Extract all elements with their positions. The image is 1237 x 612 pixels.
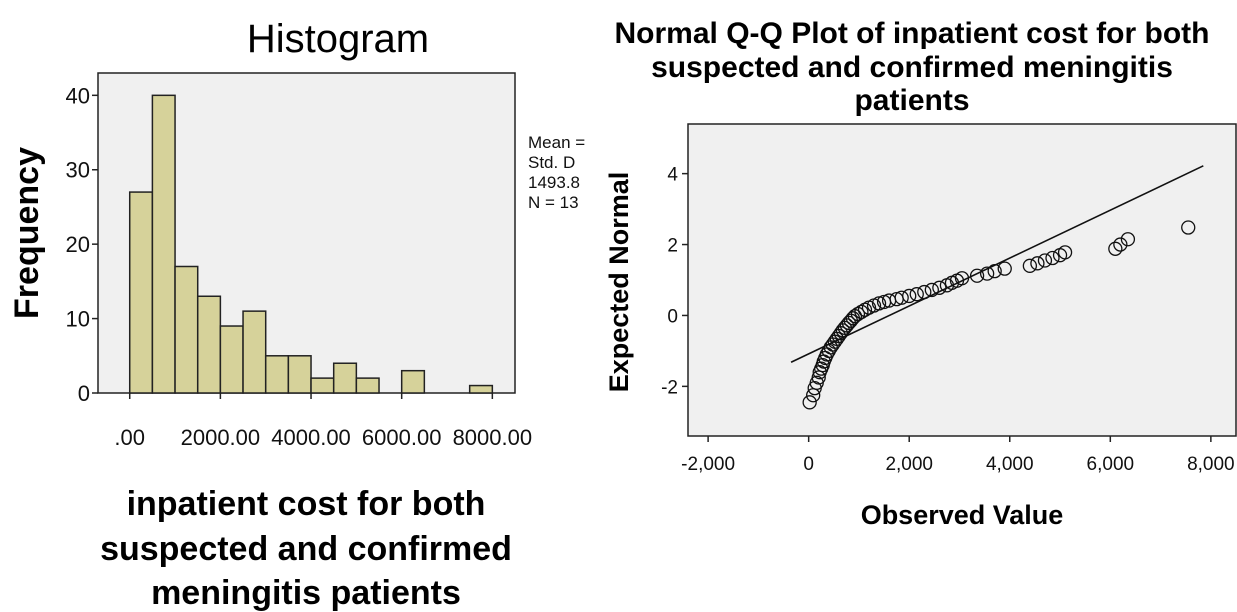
stats-clip-mask: [590, 130, 600, 220]
qq-y-tick-label: 4: [667, 165, 678, 186]
qq-x-tick-label: 0: [803, 454, 814, 475]
qq-y-tick-label: 0: [667, 306, 678, 327]
histogram-y-tick-label: 40: [66, 83, 90, 108]
histogram-bar: [332, 362, 358, 394]
qq-point: [917, 284, 932, 300]
qq-plot-chart: Normal Q-Q Plot of inpatient cost for bo…: [604, 17, 1237, 530]
histogram-bar: [128, 191, 154, 394]
qq-point: [854, 304, 869, 320]
histogram-x-axis-label-line-3: meningitis patients: [151, 574, 461, 612]
stats-std-dev: Std. D: [528, 153, 575, 172]
qq-reference-line: [790, 165, 1204, 363]
histogram-x-tick-label: .00: [114, 425, 145, 450]
stats-std-dev-value: 1493.8: [528, 173, 580, 192]
qq-point: [802, 395, 817, 410]
histogram-bar: [287, 355, 312, 394]
qq-point: [987, 263, 1002, 279]
histogram-bar: [242, 310, 267, 394]
qq-x-ticks: -2,000 0 2,000 4,000 6,000 8,000: [681, 436, 1235, 475]
histogram-bar: [219, 325, 244, 394]
qq-x-tick-label: 4,000: [986, 454, 1034, 475]
histogram-y-tick-label: 30: [66, 158, 90, 183]
qq-y-ticks: -2 0 2 4: [661, 165, 688, 398]
qq-title-line-2: suspected and confirmed meningitis: [651, 51, 1173, 84]
histogram-bar: [468, 384, 494, 394]
histogram-y-tick-label: 20: [66, 232, 90, 257]
qq-point: [902, 288, 917, 304]
histogram-x-tick-label: 2000.00: [181, 425, 261, 450]
histogram-x-tick-label: 6000.00: [362, 425, 442, 450]
stats-n: N = 13: [528, 193, 579, 212]
histogram-bar: [400, 369, 426, 394]
histogram-y-tick-label: 0: [78, 381, 90, 406]
histogram-bar: [174, 265, 199, 394]
histogram-x-ticks: .00 2000.00 4000.00 6000.00 8000.00: [114, 393, 532, 450]
histogram-y-ticks: 0 10 20 30 40: [66, 83, 98, 406]
qq-x-axis-label: Observed Value: [861, 500, 1064, 530]
histogram-y-axis-label: Frequency: [8, 147, 46, 319]
qq-point: [1113, 237, 1128, 252]
histogram-chart: Histogram .00 2000.00 4000.00 6000.00 8000.0…: [8, 17, 600, 612]
stats-mean: Mean =: [528, 133, 585, 152]
histogram-bar: [310, 377, 335, 394]
qq-point: [997, 261, 1012, 276]
qq-x-tick-label: 8,000: [1187, 454, 1235, 475]
histogram-x-axis-label-line-1: inpatient cost for both: [127, 485, 486, 523]
qq-point: [1108, 241, 1123, 256]
qq-point: [969, 268, 985, 283]
qq-point: [1030, 256, 1045, 271]
qq-title-line-1: Normal Q-Q Plot of inpatient cost for bo…: [615, 17, 1210, 50]
qq-x-tick-label: 6,000: [1087, 454, 1135, 475]
qq-point: [954, 271, 970, 286]
qq-point: [850, 306, 866, 322]
qq-point: [924, 282, 939, 298]
qq-point: [979, 266, 995, 281]
histogram-bar: [196, 295, 222, 394]
histogram-x-tick-label: 8000.00: [453, 425, 533, 450]
histogram-stats-box: Mean = Std. D 1493.8 N = 13: [528, 130, 600, 220]
qq-point: [894, 290, 909, 305]
qq-y-tick-label: 2: [667, 236, 678, 257]
histogram-bar: [264, 355, 290, 394]
histogram-title: Histogram: [247, 17, 429, 61]
qq-point: [1181, 220, 1196, 235]
histogram-x-axis-label-line-2: suspected and confirmed: [100, 530, 512, 568]
histogram-bar: [355, 377, 380, 394]
histogram-bars: [128, 94, 494, 394]
histogram-x-tick-label: 4000.00: [271, 425, 351, 450]
qq-point: [1057, 245, 1073, 260]
qq-x-tick-label: 2,000: [885, 454, 933, 475]
histogram-y-tick-label: 10: [66, 307, 90, 332]
qq-y-tick-label: -2: [661, 377, 678, 398]
qq-point: [1045, 250, 1060, 266]
histogram-bar: [151, 94, 176, 394]
qq-point: [909, 287, 924, 302]
qq-point: [1022, 258, 1038, 273]
qq-reference-line-group: [790, 165, 1204, 363]
qq-point: [932, 280, 947, 295]
qq-title-line-3: patients: [854, 84, 969, 117]
qq-y-axis-label: Expected Normal: [604, 172, 634, 393]
qq-point: [1037, 253, 1053, 268]
qq-x-tick-label: -2,000: [681, 454, 735, 475]
qq-points: [802, 220, 1196, 410]
qq-point: [1120, 232, 1136, 247]
